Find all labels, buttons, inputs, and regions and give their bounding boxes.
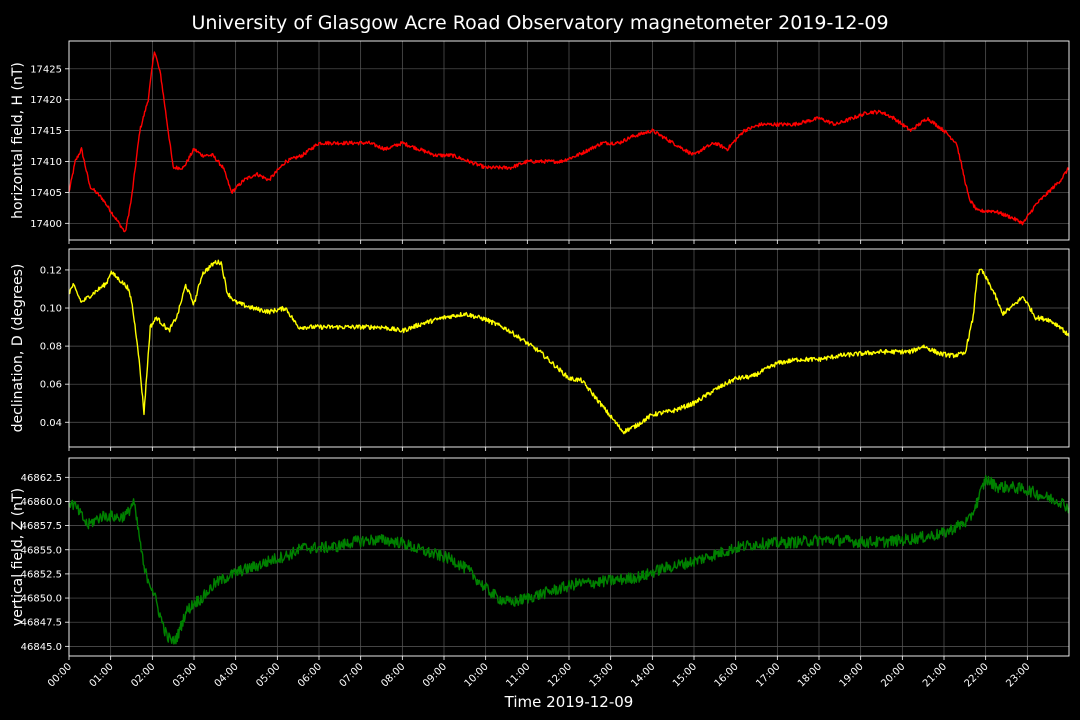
y-tick-label: 46857.5 — [21, 521, 62, 532]
x-tick-label: 11:00 — [504, 661, 532, 689]
x-tick-label: 04:00 — [213, 661, 241, 689]
x-tick-label: 15:00 — [671, 661, 699, 689]
y-tick-label: 17415 — [30, 126, 62, 137]
y-tick-label: 46847.5 — [21, 618, 62, 629]
y-tick-label: 0.08 — [40, 342, 62, 353]
y-tick-label: 17420 — [30, 95, 62, 106]
y-tick-label: 0.12 — [40, 265, 62, 276]
x-tick-label: 03:00 — [171, 661, 199, 689]
x-tick-label: 08:00 — [379, 661, 407, 689]
y-axis-label: declination, D (degrees) — [10, 264, 26, 433]
x-tick-label: 12:00 — [546, 661, 574, 689]
x-tick-label: 10:00 — [463, 661, 491, 689]
axes-frame — [68, 248, 1070, 448]
figure-title: University of Glasgow Acre Road Observat… — [191, 12, 888, 34]
panel-declination: 0.04 0.06 0.08 0.10 0.12 declination, D (degr… — [10, 248, 1070, 451]
x-tick-label: 06:00 — [296, 661, 324, 689]
x-tick-label: 18:00 — [796, 661, 824, 689]
axes-frame — [68, 457, 1070, 657]
x-tick-label: 21:00 — [921, 661, 949, 689]
x-tick-label: 16:00 — [713, 661, 741, 689]
y-tick-label: 0.06 — [40, 380, 62, 391]
x-tick-label: 02:00 — [129, 661, 157, 689]
x-axis-label: Time 2019-12-09 — [504, 693, 634, 711]
series-line — [68, 475, 1070, 645]
x-tick-label: 19:00 — [838, 661, 866, 689]
y-tick-label: 46862.5 — [21, 473, 62, 484]
series-line — [68, 51, 1070, 233]
y-tick-label: 0.10 — [40, 304, 62, 315]
y-tick-label: 17410 — [30, 157, 62, 168]
x-tick-label: 20:00 — [879, 661, 907, 689]
x-tick-label: 07:00 — [338, 661, 366, 689]
x-tick-label: 13:00 — [588, 661, 616, 689]
x-tick-label: 23:00 — [1004, 661, 1032, 689]
x-tick-label: 17:00 — [754, 661, 782, 689]
x-tick-label: 14:00 — [629, 661, 657, 689]
x-tick-label: 09:00 — [421, 661, 449, 689]
y-axis-label: vertical field, Z (nT) — [10, 488, 26, 626]
y-axis-label: horizontal field, H (nT) — [10, 62, 26, 219]
panel-horizontal-field: 17400 17405 17410 17415 17420 17425 horizontal… — [10, 40, 1070, 244]
axes-frame — [68, 40, 1070, 241]
y-tick-label: 46855.0 — [21, 545, 62, 556]
x-tick-label: 05:00 — [254, 661, 282, 689]
x-tick-label: 01:00 — [88, 661, 116, 689]
y-tick-label: 46852.5 — [21, 569, 62, 580]
y-tick-label: 17400 — [30, 219, 62, 230]
y-tick-label: 0.04 — [40, 418, 62, 429]
y-tick-label: 46845.0 — [21, 642, 62, 653]
panel-vertical-field: 46845.0 46847.5 46850.0 46852.5 46855.0 46857… — [10, 457, 1070, 690]
y-tick-label: 46860.0 — [21, 497, 62, 508]
series-line — [68, 259, 1070, 435]
x-tick-label: 22:00 — [963, 661, 991, 689]
y-tick-label: 17425 — [30, 64, 62, 75]
y-tick-label: 46850.0 — [21, 594, 62, 605]
y-tick-label: 17405 — [30, 188, 62, 199]
x-tick-label: 00:00 — [46, 661, 74, 689]
